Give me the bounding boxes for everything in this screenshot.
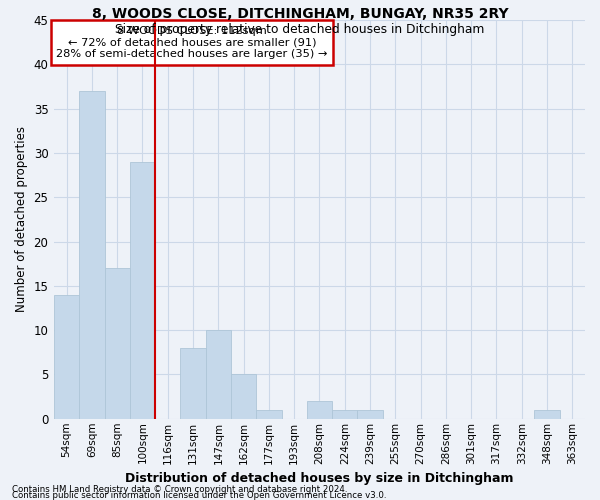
Bar	[206, 330, 231, 419]
Bar	[307, 401, 332, 419]
Bar	[130, 162, 155, 419]
Bar	[181, 348, 206, 419]
Bar	[358, 410, 383, 419]
Bar	[231, 374, 256, 419]
Bar	[332, 410, 358, 419]
X-axis label: Distribution of detached houses by size in Ditchingham: Distribution of detached houses by size …	[125, 472, 514, 485]
Bar	[256, 410, 281, 419]
Bar	[54, 294, 79, 419]
Bar	[535, 410, 560, 419]
Text: Contains public sector information licensed under the Open Government Licence v3: Contains public sector information licen…	[12, 490, 386, 500]
Bar	[104, 268, 130, 419]
Text: 8 WOODS CLOSE: 112sqm
← 72% of detached houses are smaller (91)
28% of semi-deta: 8 WOODS CLOSE: 112sqm ← 72% of detached …	[56, 26, 328, 59]
Y-axis label: Number of detached properties: Number of detached properties	[15, 126, 28, 312]
Text: 8, WOODS CLOSE, DITCHINGHAM, BUNGAY, NR35 2RY: 8, WOODS CLOSE, DITCHINGHAM, BUNGAY, NR3…	[92, 8, 508, 22]
Text: Contains HM Land Registry data © Crown copyright and database right 2024.: Contains HM Land Registry data © Crown c…	[12, 485, 347, 494]
Bar	[79, 91, 104, 419]
Text: Size of property relative to detached houses in Ditchingham: Size of property relative to detached ho…	[115, 22, 485, 36]
